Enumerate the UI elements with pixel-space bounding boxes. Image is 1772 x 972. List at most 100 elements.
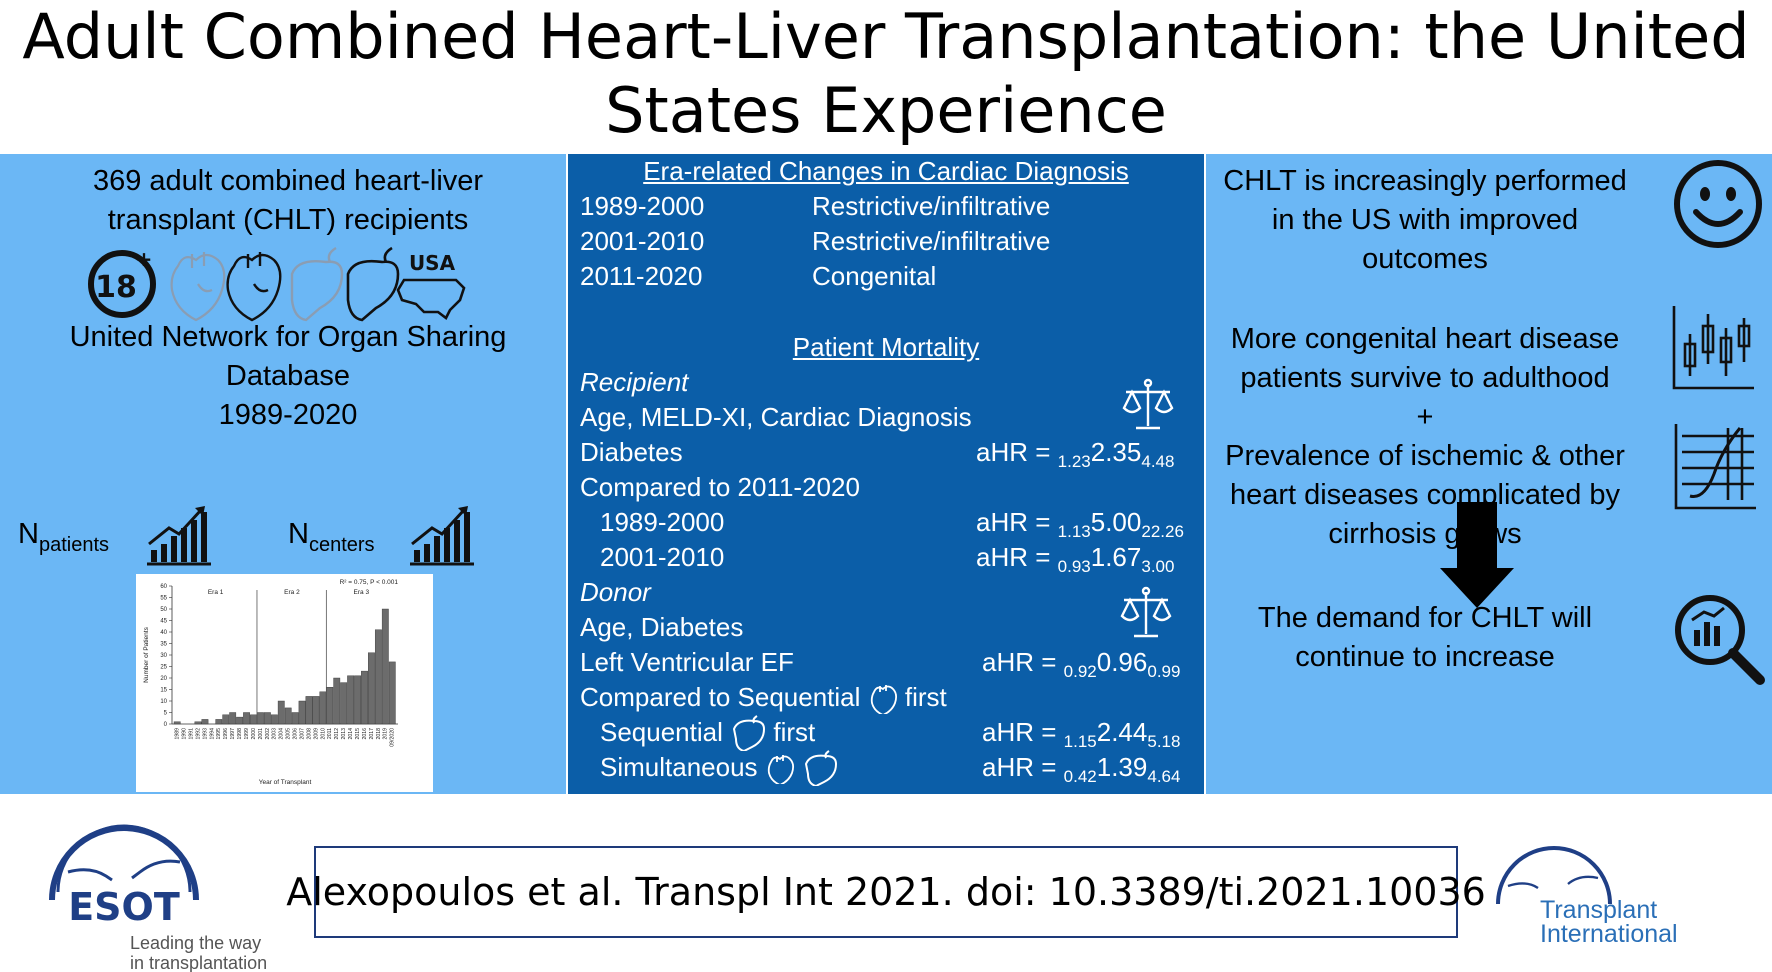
x-tick-label: 2000: [251, 728, 257, 740]
diabetes-label: Diabetes: [580, 437, 683, 467]
x-tick-label: 1998: [237, 728, 243, 740]
chart-bar: [243, 712, 250, 725]
x-tick-label: 2003: [272, 728, 278, 740]
age-18-plus-icon: 18 +: [88, 247, 156, 318]
chart-bar: [250, 714, 257, 725]
era-label: Era 2: [284, 589, 300, 596]
transplant-international-logo: Transplant International: [1496, 846, 1678, 948]
prevalence-line-2: heart diseases complicated by: [1229, 479, 1621, 511]
x-tick-label: 09/2020: [390, 728, 396, 747]
title-line-2: States Experience: [605, 74, 1167, 147]
era-years-3: 2011-2020: [580, 261, 703, 291]
y-tick-label: 10: [160, 699, 167, 705]
y-tick-label: 50: [160, 607, 167, 613]
svg-text:USA: USA: [409, 251, 456, 275]
chart-bar: [284, 707, 292, 725]
patients-per-year-chart: 0 5 10 15 20 25 30 35 40 45 50 55 60 1989 1990 1991 1992…: [136, 574, 433, 792]
x-tick-label: 2012: [334, 728, 340, 740]
liver-icon-small-2: [804, 750, 838, 788]
chart-bar: [347, 675, 355, 725]
plus-sign: +: [1416, 401, 1434, 433]
chart-bar: [298, 700, 306, 725]
svg-text:+: +: [136, 247, 153, 271]
chart-bar: [388, 661, 396, 725]
liver-icon: [346, 246, 400, 322]
growth-chart-icon: [147, 506, 211, 566]
chart-bar: [236, 716, 244, 725]
era-header: Era-related Changes in Cardiac Diagnosis: [643, 156, 1129, 186]
x-tick-label: 2004: [279, 728, 285, 740]
sequential-hr: aHR = 1.152.445.18: [982, 717, 1181, 751]
liver-outline-icon: [290, 246, 344, 322]
simultaneous-hr: aHR = 0.421.394.64: [982, 752, 1181, 786]
line-graph-report-icon: [1674, 424, 1756, 510]
x-tick-label: 1990: [182, 728, 188, 740]
database-line-1: United Network for Organ Sharing: [69, 321, 507, 353]
scales-icon-2: [1120, 586, 1172, 638]
y-tick-label: 60: [160, 584, 167, 590]
page-title: Adult Combined Heart-Liver Transplantati…: [0, 0, 1772, 148]
svg-text:18: 18: [95, 270, 137, 305]
magnifier-chart-icon: [1675, 595, 1765, 685]
title-line-1: Adult Combined Heart-Liver Transplantati…: [22, 0, 1750, 73]
x-tick-label: 1999: [244, 728, 250, 740]
liver-icon-small: [733, 715, 766, 753]
demand-line-1: The demand for CHLT will: [1257, 602, 1593, 634]
recipients-line-1: 369 adult combined heart-liver: [92, 165, 484, 197]
x-tick-label: 1992: [195, 728, 201, 740]
y-tick-label: 5: [164, 711, 168, 717]
chart-bar: [201, 719, 209, 725]
usa-map-icon: USA: [396, 251, 466, 320]
x-tick-label: 1993: [202, 728, 208, 740]
x-tick-label: 1989: [175, 728, 181, 740]
chart-bar: [368, 652, 375, 725]
simultaneous-label: Simultaneous: [600, 750, 838, 788]
congenital-text: More congenital heart disease patients s…: [1206, 320, 1644, 554]
chart-bar: [305, 696, 313, 725]
era2-hr: aHR = 0.931.673.00: [976, 542, 1175, 576]
x-tick-label: 1997: [230, 728, 236, 740]
chart-bar: [291, 712, 299, 725]
x-tick-label: 1991: [188, 728, 194, 740]
y-tick-label: 30: [160, 653, 167, 659]
era-dx-3: Congenital: [812, 261, 937, 291]
era-label: Era 3: [354, 589, 370, 596]
chart-bar: [173, 721, 181, 725]
x-tick-label: 2011: [327, 728, 333, 739]
recipient-factors: Age, MELD-XI, Cardiac Diagnosis: [580, 402, 972, 432]
database-line-2: Database: [225, 360, 351, 392]
x-tick-label: 2009: [313, 728, 319, 740]
mortality-header: Patient Mortality: [792, 332, 980, 362]
x-tick-label: 2010: [320, 728, 326, 740]
x-tick-label: 1995: [216, 728, 222, 740]
era-years-1: 1989-2000: [580, 191, 705, 221]
donor-factors: Age, Diabetes: [580, 612, 744, 642]
scales-icon: [1122, 378, 1174, 430]
x-tick-label: 1994: [209, 728, 215, 740]
era1-hr: aHR = 1.135.0022.26: [976, 507, 1184, 541]
svg-text:ESOT: ESOT: [68, 885, 180, 929]
chart-bar: [333, 677, 341, 725]
x-tick-label: 2008: [306, 728, 312, 740]
citation-text: Alexopoulos et al. Transpl Int 2021. doi…: [286, 870, 1486, 914]
x-tick-label: 2002: [265, 728, 271, 740]
chart-bar: [263, 712, 271, 725]
era-dx-1: Restrictive/infiltrative: [812, 191, 1051, 221]
citation-box: Alexopoulos et al. Transpl Int 2021. doi…: [286, 846, 1486, 938]
chart-bar: [229, 712, 237, 725]
compared-sequential-label: Compared to Sequential first: [580, 680, 947, 716]
x-tick-label: 2019: [383, 728, 389, 740]
svg-text:Leading the way: Leading the way: [130, 933, 261, 953]
middle-panel: Era-related Changes in Cardiac Diagnosis…: [568, 154, 1204, 794]
y-axis-label: Number of Patients: [143, 626, 150, 682]
svg-text:in transplantation: in transplantation: [130, 953, 267, 972]
sequential-label: Sequential first: [600, 715, 815, 753]
demand-text: The demand for CHLT will continue to inc…: [1206, 599, 1644, 677]
heart-outline-icon: [170, 252, 226, 322]
n-centers-label: Ncenters: [288, 518, 375, 556]
congenital-line-1: More congenital heart disease: [1230, 323, 1620, 355]
esot-logo: ESOT Leading the way in transplantation: [49, 824, 267, 972]
demographic-icons-row: 18 + USA: [88, 246, 466, 322]
compared-2011-label: Compared to 2011-2020: [580, 472, 860, 502]
trend-text: CHLT is increasingly performed in the US…: [1206, 162, 1644, 279]
